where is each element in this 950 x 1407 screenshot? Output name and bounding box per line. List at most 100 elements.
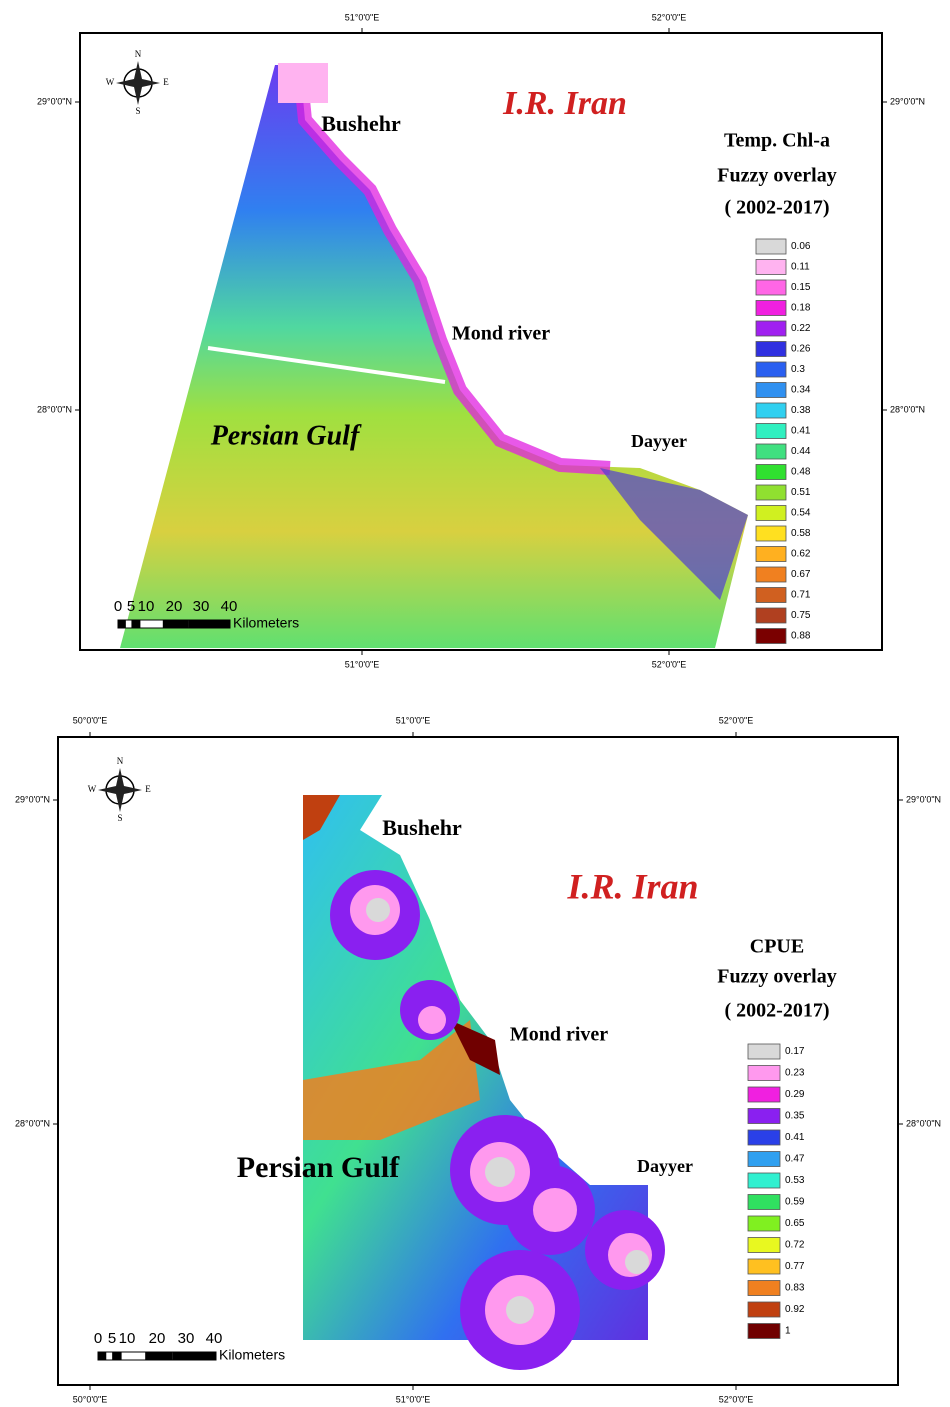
place-label: Dayyer (637, 1156, 693, 1176)
orange-zone (303, 1020, 480, 1140)
compass-star (116, 61, 160, 105)
mond-zone (450, 1020, 500, 1075)
legend-label: 0.41 (785, 1132, 805, 1143)
legend-swatch (755, 566, 787, 583)
compass-star (98, 768, 142, 812)
top-axis-label: 52°0'0"E (652, 12, 687, 22)
legend-swatch (755, 259, 787, 275)
scale-label: 40 (221, 598, 238, 615)
compass-letter: E (145, 784, 151, 794)
scale-segment (118, 620, 126, 628)
compass-letter: S (117, 813, 122, 823)
east-area (600, 468, 748, 600)
legend-swatch (747, 1280, 781, 1296)
legend-swatch (755, 300, 787, 316)
legend-label: 0.3 (791, 364, 805, 375)
place-label: I.R. Iran (566, 866, 698, 906)
legend-title: Temp. Chl-a (724, 130, 830, 152)
place-label: Bushehr (321, 111, 401, 136)
legend-label: 0.92 (785, 1304, 805, 1315)
legend-label: 0.23 (785, 1068, 805, 1079)
legend-label: 0.34 (791, 385, 811, 396)
scale-label: 30 (193, 598, 210, 615)
legend-swatch (755, 525, 787, 542)
legend-swatch (755, 464, 787, 480)
legend-swatch (755, 443, 787, 460)
chl-raster (120, 65, 748, 648)
scale-segment (188, 620, 230, 628)
legend-swatch (747, 1215, 781, 1232)
right-axis-label: 29°0'0"N (906, 794, 941, 804)
left-axis-label: 29°0'0"N (37, 96, 72, 106)
place-label: I.R. Iran (502, 85, 627, 122)
top-axis-label: 51°0'0"E (396, 715, 431, 725)
place-label: Persian Gulf (210, 420, 362, 451)
legend-swatch (755, 484, 787, 501)
map-panel-1: 51°0'0"E 52°0'0"E 51°0'0"E 52°0'0"E 29°0'0"N… (37, 12, 925, 669)
bottom-axis-label: 52°0'0"E (652, 659, 687, 669)
compass-letter: S (135, 106, 140, 116)
top-axis-label: 51°0'0"E (345, 12, 380, 22)
compass-letter: E (163, 77, 169, 87)
legend-label: 0.62 (791, 549, 811, 560)
legend-label: 0.26 (791, 344, 811, 355)
legend-label: 0.71 (791, 590, 811, 601)
compass-letter: N (135, 49, 142, 59)
scale-label: 0 (114, 598, 122, 615)
legend-swatch (755, 546, 787, 562)
legend-label: 0.72 (785, 1240, 805, 1251)
compass-letter: W (106, 77, 115, 87)
legend-swatch (755, 279, 787, 296)
scale-label: 10 (138, 598, 155, 615)
legend-swatch (747, 1172, 781, 1189)
legend-title: CPUE (750, 936, 804, 958)
legend-swatch (755, 402, 787, 419)
legend-label: 0.59 (785, 1197, 805, 1208)
legend-swatch (747, 1086, 781, 1103)
legend-swatch (747, 1108, 781, 1124)
place-label: Mond river (452, 323, 550, 345)
north-zone (303, 795, 340, 840)
place-label: Mond river (510, 1024, 608, 1046)
legend-swatch (747, 1043, 781, 1060)
legend-label: 0.77 (785, 1261, 805, 1272)
legend-label: 0.88 (791, 631, 811, 642)
legend-title: ( 2002-2017) (725, 197, 830, 219)
legend-swatch (755, 320, 787, 337)
legend-swatch (747, 1151, 781, 1167)
scale-segment (172, 1352, 216, 1360)
legend-swatch (747, 1194, 781, 1210)
legend-label: 0.41 (791, 426, 811, 437)
scale-segment (98, 1352, 107, 1360)
right-axis-label: 28°0'0"N (906, 1118, 941, 1128)
north-patch (278, 63, 328, 103)
left-axis-label: 28°0'0"N (37, 404, 72, 414)
legend-label: 0.06 (791, 241, 811, 252)
transect (207, 346, 446, 384)
top-axis-label: 52°0'0"E (719, 715, 754, 725)
legend-label: 0.58 (791, 528, 811, 539)
legend-swatch (755, 628, 787, 644)
legend-label: 0.15 (791, 282, 811, 293)
right-axis-label: 28°0'0"N (890, 404, 925, 414)
legend-swatch (755, 382, 787, 398)
legend-swatch (747, 1301, 781, 1318)
legend-label: 0.67 (791, 569, 811, 580)
scale-unit: Kilometers (219, 1347, 285, 1363)
legend-title: ( 2002-2017) (725, 1000, 830, 1022)
bottom-axis-label: 52°0'0"E (719, 1394, 754, 1404)
legend-label: 0.83 (785, 1283, 805, 1294)
legend-label: 0.53 (785, 1175, 805, 1186)
legend-swatch (755, 587, 787, 603)
legend-swatch (747, 1258, 781, 1275)
legend-swatch (755, 423, 787, 439)
scale-unit: Kilometers (233, 615, 299, 631)
bottom-axis-label: 51°0'0"E (345, 659, 380, 669)
scale-segment (112, 1352, 122, 1360)
legend-label: 0.47 (785, 1154, 805, 1165)
legend-title: Fuzzy overlay (717, 165, 836, 187)
legend-swatch (755, 238, 787, 255)
legend-swatch (747, 1237, 781, 1253)
legend-label: 0.35 (785, 1111, 805, 1122)
